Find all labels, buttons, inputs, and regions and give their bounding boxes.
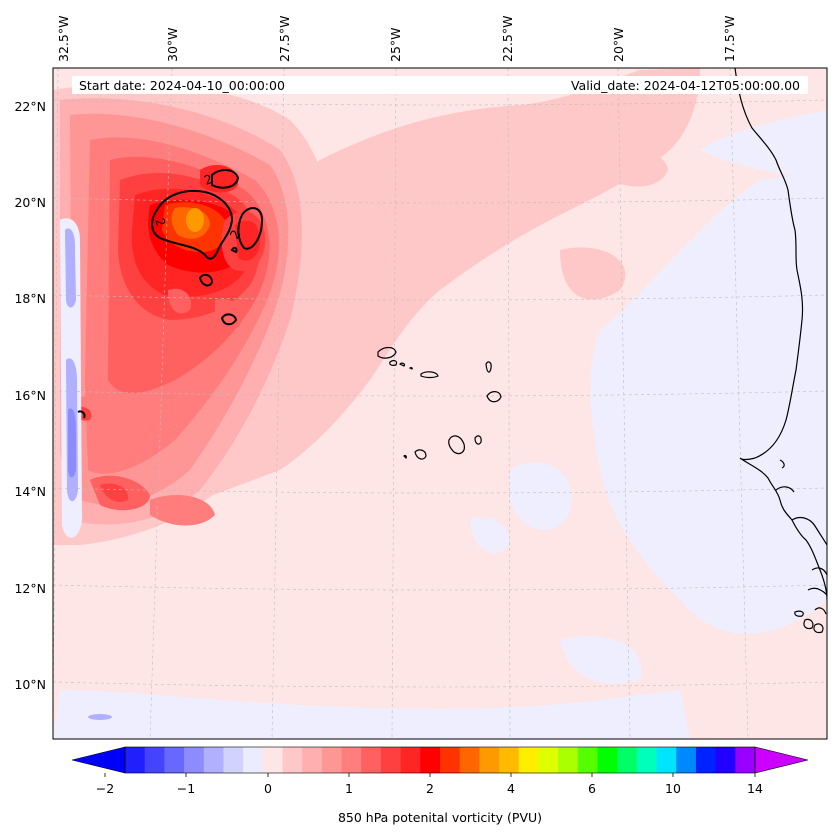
colorbar-cell xyxy=(617,747,638,773)
lon-label: 20°W xyxy=(611,27,626,62)
colorbar-tick-label: 10 xyxy=(665,781,681,796)
colorbar-cell xyxy=(420,747,441,773)
colorbar-cell xyxy=(262,747,283,773)
map-frame xyxy=(52,67,828,740)
colorbar-cell xyxy=(597,747,618,773)
colorbar-cell xyxy=(400,747,421,773)
colorbar-cell xyxy=(518,747,539,773)
colorbar-cell xyxy=(302,747,323,773)
colorbar-cell xyxy=(203,747,224,773)
colorbar: −2 −1 0 1 2 4 6 10 14 850 hPa potenital … xyxy=(71,746,809,825)
lon-label: 25°W xyxy=(388,27,403,62)
colorbar-frame xyxy=(124,746,756,774)
graticule xyxy=(53,68,827,739)
colorbar-tick-label: 6 xyxy=(588,781,596,796)
lat-label: 18°N xyxy=(14,291,46,306)
colorbar-tick-labels: −2 −1 0 1 2 4 6 10 14 xyxy=(96,781,763,796)
colorbar-cell xyxy=(656,747,677,773)
colorbar-cell xyxy=(184,747,205,773)
colorbar-cell xyxy=(459,747,480,773)
colorbar-tick-label: −1 xyxy=(177,781,195,796)
colorbar-cell xyxy=(361,747,382,773)
colorbar-cell xyxy=(223,747,244,773)
colorbar-cell xyxy=(499,747,520,773)
colorbar-tick-label: −2 xyxy=(96,781,114,796)
colorbar-title: 850 hPa potenital vorticity (PVU) xyxy=(338,810,542,825)
pv-2-contours xyxy=(77,169,264,419)
map-panel: 2 2 2 xyxy=(53,68,827,739)
negative-pv-strip xyxy=(60,218,82,538)
colorbar-cell xyxy=(125,747,146,773)
colorbar-cell xyxy=(341,747,362,773)
start-date-label: Start date: 2024-04-10_00:00:00 xyxy=(79,78,285,93)
lat-label: 20°N xyxy=(14,195,46,210)
colorbar-tick-label: 1 xyxy=(345,781,353,796)
start-date-box xyxy=(72,76,808,94)
colorbar-cell xyxy=(636,747,657,773)
colorbar-min-arrow xyxy=(71,746,126,774)
colorbar-cell xyxy=(440,747,461,773)
coastline-africa xyxy=(734,68,827,634)
lon-label: 32.5°W xyxy=(56,16,71,62)
colorbar-cell xyxy=(243,747,264,773)
lon-label: 22.5°W xyxy=(500,16,515,62)
colorbar-cell xyxy=(144,747,165,773)
colorbar-cell xyxy=(164,747,185,773)
colorbar-cell xyxy=(282,747,303,773)
coastline-cape-verde xyxy=(377,346,502,460)
colorbar-tick-label: 0 xyxy=(264,781,272,796)
colorbar-tick-label: 2 xyxy=(426,781,434,796)
lon-label: 27.5°W xyxy=(277,16,292,62)
colorbar-cell xyxy=(715,747,736,773)
colorbar-cell xyxy=(577,747,598,773)
colorbar-cells xyxy=(125,747,756,773)
lon-label: 17.5°W xyxy=(722,16,737,62)
colorbar-cell xyxy=(676,747,697,773)
negative-pv-regions xyxy=(53,110,827,739)
longitude-labels: 32.5°W 30°W 27.5°W 25°W 22.5°W 20°W 17.5… xyxy=(56,16,737,62)
colorbar-max-arrow xyxy=(754,746,809,774)
colorbar-cell xyxy=(695,747,717,773)
colorbar-cell xyxy=(479,747,500,773)
colorbar-tick-label: 14 xyxy=(747,781,763,796)
lon-label: 30°W xyxy=(165,27,180,62)
positive-pv-region xyxy=(53,83,330,546)
colorbar-cell xyxy=(538,747,559,773)
colorbar-cell xyxy=(321,747,342,773)
lat-label: 14°N xyxy=(14,484,46,499)
colorbar-ticks xyxy=(104,773,756,777)
lat-label: 10°N xyxy=(14,677,46,692)
colorbar-cell xyxy=(735,747,756,773)
colorbar-cell xyxy=(558,747,579,773)
colorbar-tick-label: 4 xyxy=(507,781,515,796)
colorbar-cell xyxy=(380,747,402,773)
valid-date-label: Valid_date: 2024-04-12T05:00:00.00 xyxy=(571,78,800,93)
lat-label: 16°N xyxy=(14,388,46,403)
lat-label: 12°N xyxy=(14,581,46,596)
latitude-labels: 22°N 20°N 18°N 16°N 14°N 12°N 10°N xyxy=(14,99,46,692)
lat-label: 22°N xyxy=(14,99,46,114)
